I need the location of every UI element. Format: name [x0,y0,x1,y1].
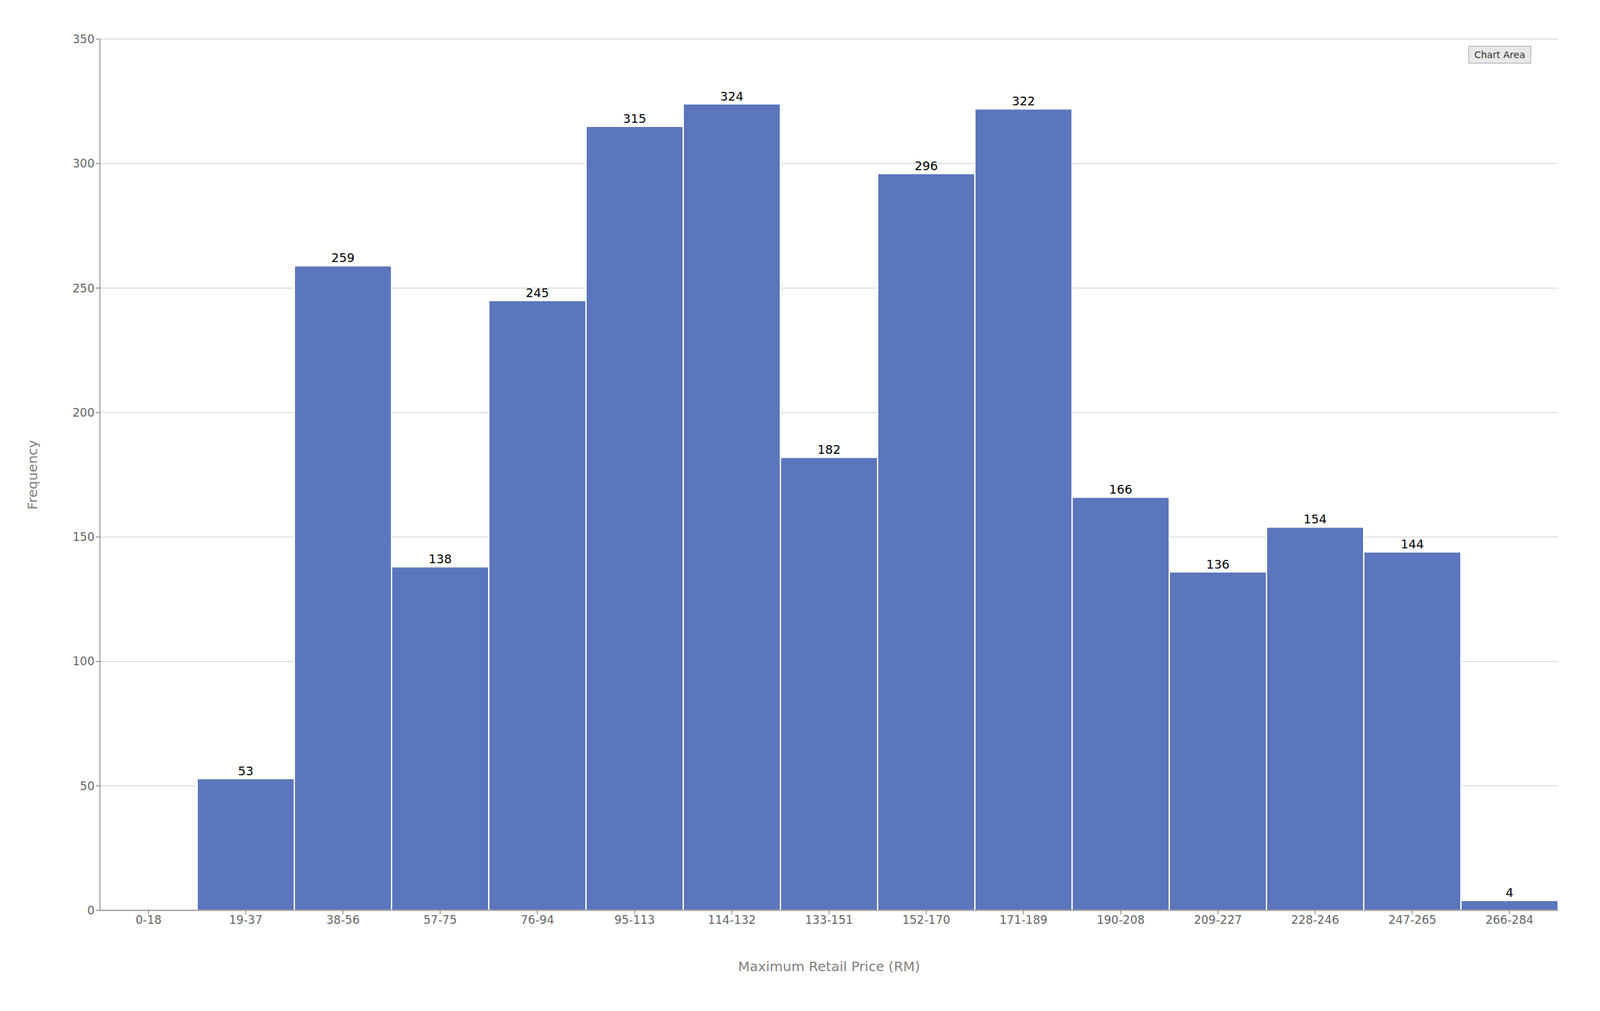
svg-text:0: 0 [87,903,95,917]
svg-text:144: 144 [1400,536,1424,551]
svg-text:95-113: 95-113 [614,912,655,927]
svg-text:245: 245 [525,285,549,300]
svg-text:200: 200 [72,405,95,420]
svg-text:100: 100 [72,654,95,668]
svg-text:0-18: 0-18 [135,912,163,927]
svg-text:190-208: 190-208 [1096,912,1145,927]
svg-text:154: 154 [1303,511,1327,526]
svg-text:171-189: 171-189 [999,912,1048,927]
svg-text:250: 250 [72,281,95,296]
svg-text:266-284: 266-284 [1485,912,1534,927]
svg-text:19-37: 19-37 [228,912,262,927]
svg-text:296: 296 [914,158,938,173]
svg-text:53: 53 [238,763,254,778]
svg-text:133-151: 133-151 [804,912,853,927]
svg-text:38-56: 38-56 [326,912,360,927]
svg-text:182: 182 [817,442,841,457]
svg-text:350: 350 [72,32,95,46]
svg-text:228-246: 228-246 [1290,912,1339,927]
svg-text:247-265: 247-265 [1388,912,1436,927]
svg-text:150: 150 [72,529,95,544]
svg-text:50: 50 [79,779,95,793]
html-text:Chart Area: Chart Area [1474,49,1526,61]
svg-text:Maximum Retail Price (RM): Maximum Retail Price (RM) [737,957,921,975]
svg-text:57-75: 57-75 [423,912,457,927]
svg-text:138: 138 [428,551,452,566]
svg-text:Frequency: Frequency [24,439,41,510]
svg-text:4: 4 [1505,885,1513,900]
svg-text:324: 324 [720,89,744,104]
svg-text:136: 136 [1206,556,1230,572]
svg-text:300: 300 [72,156,95,171]
svg-text:322: 322 [1011,93,1035,109]
svg-text:152-170: 152-170 [901,912,950,927]
svg-text:209-227: 209-227 [1193,912,1242,927]
svg-text:76-94: 76-94 [520,912,554,927]
svg-text:259: 259 [331,250,355,265]
svg-text:166: 166 [1109,482,1133,497]
svg-text:315: 315 [623,111,647,126]
svg-text:114-132: 114-132 [707,912,756,927]
